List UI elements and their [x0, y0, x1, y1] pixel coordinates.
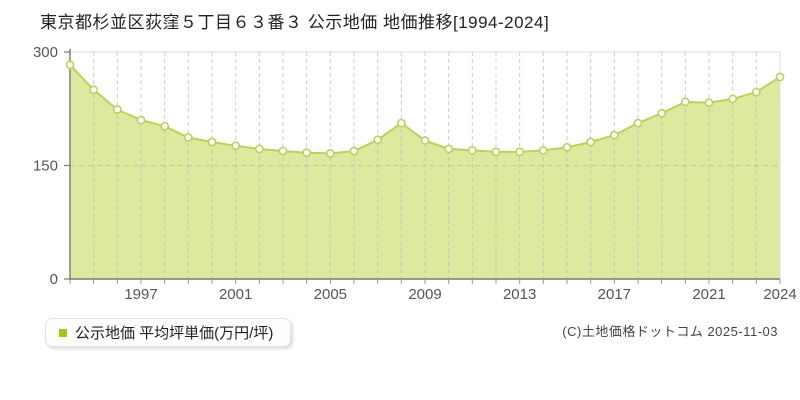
data-point-marker [491, 147, 501, 157]
copyright-text: (C)土地価格ドットコム 2025-11-03 [562, 324, 778, 339]
data-point-marker [65, 60, 75, 70]
x-tick-label: 1997 [124, 286, 157, 303]
data-point-marker [633, 118, 643, 128]
x-tick-label: 2013 [503, 286, 536, 303]
data-point-marker [467, 145, 477, 155]
x-tick-label: 2017 [598, 286, 631, 303]
data-point-marker [586, 137, 596, 147]
x-tick-label: 2024 [763, 286, 796, 303]
data-point-marker [751, 87, 761, 97]
legend: 公示地価 平均坪単価(万円/坪) [45, 318, 292, 347]
y-tick-label: 0 [50, 271, 58, 288]
data-point-marker [420, 136, 430, 145]
data-point-marker [231, 141, 241, 151]
data-point-marker [278, 146, 288, 156]
page-title: 東京都杉並区荻窪５丁目６３番３ 公示地価 地価推移[1994-2024] [40, 13, 550, 32]
data-point-marker [657, 108, 667, 118]
data-point-marker [396, 118, 406, 128]
data-point-marker [325, 148, 335, 158]
price-trend-chart: 0 150 300 1997 2001 2005 2009 2013 2017 2021 2024 [33, 44, 797, 303]
data-point-marker [183, 133, 193, 142]
data-point-marker [680, 97, 690, 107]
x-tick-label: 2005 [314, 286, 347, 303]
data-point-marker [515, 147, 525, 157]
data-point-marker [538, 145, 548, 155]
y-tick-label: 150 [33, 158, 58, 175]
data-point-marker [444, 144, 454, 154]
x-tick-label: 2021 [692, 286, 725, 303]
data-point-marker [562, 142, 572, 152]
data-point-marker [207, 137, 217, 147]
data-point-marker [349, 146, 359, 156]
legend-label: 公示地価 平均坪単価(万円/坪) [75, 325, 274, 342]
data-point-marker [136, 115, 146, 125]
data-point-marker [775, 72, 785, 82]
data-point-marker [89, 85, 99, 95]
data-point-marker [160, 121, 170, 131]
data-point-marker [112, 105, 122, 114]
data-point-marker [728, 94, 738, 104]
legend-marker-swatch [59, 328, 67, 337]
x-tick-label: 2009 [408, 286, 441, 303]
data-point-marker [609, 130, 619, 140]
data-point-marker [302, 148, 312, 157]
data-point-marker [704, 98, 714, 108]
y-tick-label: 300 [33, 44, 58, 61]
data-point-marker [254, 144, 264, 154]
data-point-marker [373, 135, 383, 145]
x-tick-label: 2001 [219, 286, 252, 303]
